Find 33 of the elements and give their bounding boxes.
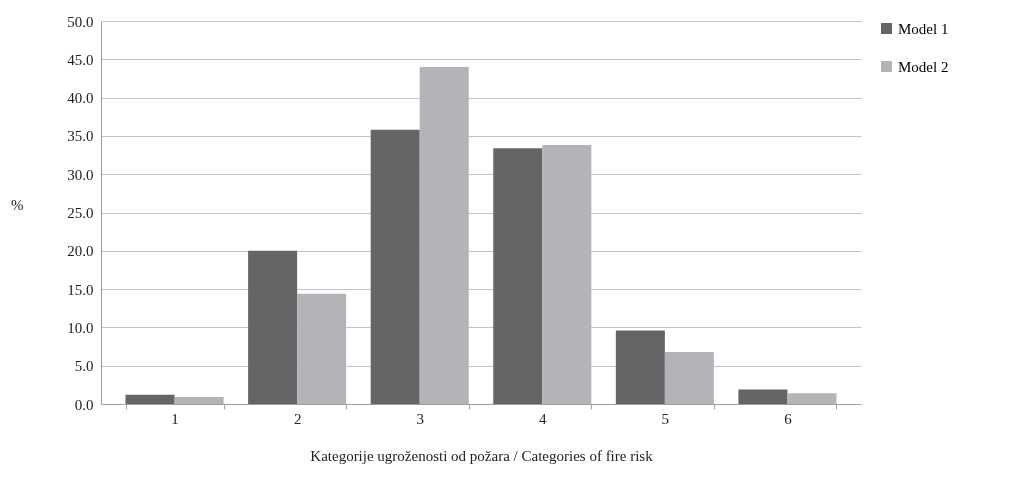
bar bbox=[493, 148, 543, 404]
x-tick-label: 2 bbox=[293, 410, 302, 427]
x-tick-label: 6 bbox=[784, 410, 793, 427]
bar bbox=[174, 397, 224, 404]
bar bbox=[125, 394, 175, 404]
x-tick-label: 5 bbox=[661, 410, 670, 427]
y-tick-label: 0.0 bbox=[74, 396, 94, 413]
y-tick-label: 25.0 bbox=[67, 205, 94, 221]
bar bbox=[664, 351, 714, 404]
bar bbox=[370, 129, 420, 404]
y-tick-label: 35.0 bbox=[67, 128, 94, 145]
y-tick-label: 50.0 bbox=[67, 13, 94, 30]
bar bbox=[738, 389, 788, 404]
bar bbox=[787, 393, 837, 404]
y-tick-label: 40.0 bbox=[67, 90, 94, 107]
bar bbox=[297, 293, 347, 404]
y-tick-label: 10.0 bbox=[67, 319, 94, 336]
bar bbox=[248, 250, 298, 404]
x-axis-title: Kategorije ugroženosti od požara / Categories of fire risk bbox=[310, 447, 654, 464]
y-tick-label: 45.0 bbox=[67, 51, 94, 68]
bar bbox=[542, 145, 592, 404]
y-tick-label: 20.0 bbox=[67, 243, 94, 260]
x-tick-label: 4 bbox=[539, 410, 548, 427]
y-tick-label: 5.0 bbox=[74, 358, 94, 375]
bar bbox=[419, 66, 469, 404]
bar bbox=[615, 330, 665, 404]
legend-label: Model 2 bbox=[898, 58, 949, 75]
y-tick-label: 30.0 bbox=[67, 166, 94, 183]
y-tick-label: 15.0 bbox=[67, 281, 94, 298]
y-axis-title: % bbox=[11, 197, 24, 213]
legend-label: Model 1 bbox=[898, 20, 949, 37]
x-tick-label: 3 bbox=[416, 410, 424, 427]
x-tick-label: 1 bbox=[171, 410, 179, 427]
